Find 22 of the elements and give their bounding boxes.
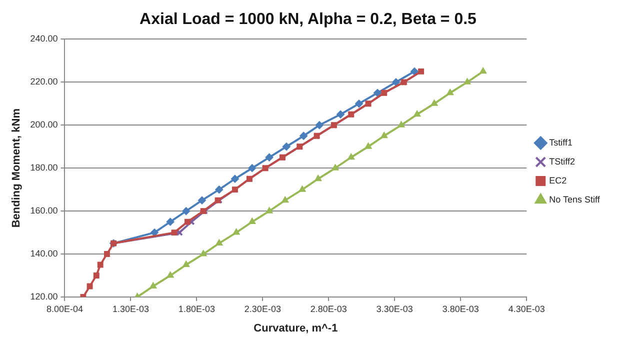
y-tick-label: 140.00 (30, 248, 58, 259)
legend-label: EC2 (549, 175, 567, 186)
x-tick-label: 3.80E-03 (442, 304, 479, 314)
chart-title: Axial Load = 1000 kN, Alpha = 0.2, Beta = 0.5 (140, 11, 477, 28)
x-tick-label: 2.30E-03 (244, 304, 281, 314)
x-tick-label: 2.80E-03 (310, 304, 347, 314)
y-tick-label: 120.00 (30, 291, 58, 302)
x-axis-title: Curvature, m^-1 (254, 322, 338, 334)
y-tick-label: 160.00 (30, 206, 58, 216)
y-axis-title: Bending Moment, kNm (10, 108, 23, 228)
y-tick-label: 240.00 (30, 34, 58, 44)
legend-label: No Tens Stiff (549, 194, 600, 204)
y-tick-label: 220.00 (30, 76, 58, 87)
y-tick-label: 200.00 (30, 120, 58, 130)
x-tick-label: 1.30E-03 (112, 304, 149, 314)
x-tick-label: 3.30E-03 (376, 304, 413, 314)
y-tick-label: 180.00 (30, 162, 58, 173)
legend-label: TStiff2 (549, 156, 575, 166)
legend-label: Tstiff1 (549, 137, 572, 148)
x-tick-label: 8.00E-04 (46, 304, 83, 314)
x-tick-label: 1.80E-03 (178, 304, 215, 314)
x-tick-label: 4.30E-03 (508, 304, 545, 314)
